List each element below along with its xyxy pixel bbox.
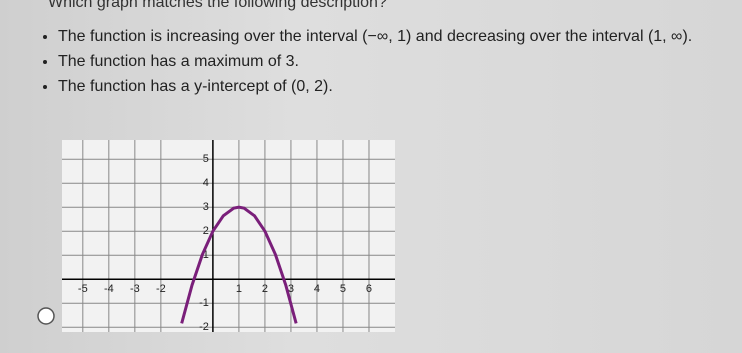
y-tick-label: 1 (203, 249, 209, 261)
x-tick-label: -3 (130, 283, 140, 295)
x-tick-label: -4 (104, 283, 114, 295)
y-tick-label: 2 (203, 225, 209, 237)
bullet: The function has a maximum of 3. (58, 53, 692, 71)
x-tick-label: 6 (366, 283, 372, 295)
x-tick-label: 1 (236, 283, 242, 295)
radio-button[interactable] (37, 307, 55, 325)
y-tick-label: -1 (199, 297, 209, 309)
plot-area (62, 140, 395, 332)
x-tick-label: 3 (288, 283, 294, 295)
y-tick-label: -2 (199, 321, 209, 333)
y-tick-label: 4 (203, 177, 209, 189)
bullet-list: The function is increasing over the inte… (30, 28, 692, 103)
bullet: The function has a y-intercept of (0, 2)… (58, 78, 692, 96)
x-tick-label: 4 (314, 283, 320, 295)
curve (180, 205, 298, 324)
bullet: The function is increasing over the inte… (58, 28, 692, 46)
y-tick-label: 3 (203, 201, 209, 213)
x-tick-label: -2 (156, 283, 166, 295)
question: Which graph matches the following descri… (48, 0, 387, 11)
x-tick-label: 2 (262, 283, 268, 295)
x-tick-label: -5 (78, 283, 88, 295)
x-tick-label: 5 (340, 283, 346, 295)
y-tick-label: 5 (203, 153, 209, 165)
